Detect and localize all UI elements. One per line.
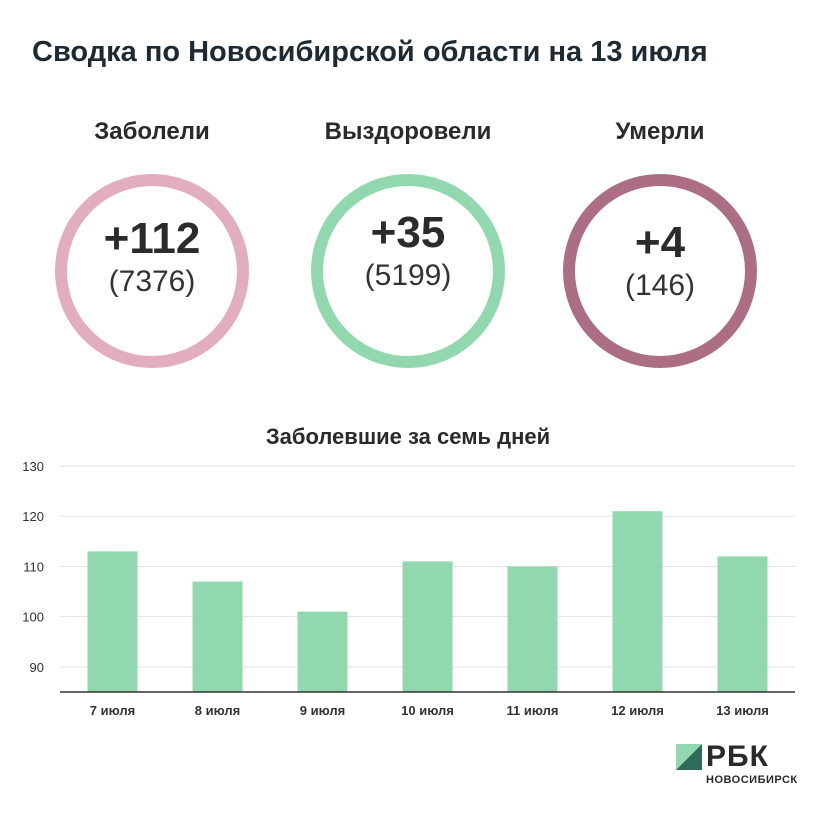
stat-label: Выздоровели xyxy=(324,118,492,145)
page-title: Сводка по Новосибирской области на 13 ию… xyxy=(32,36,708,68)
stat-deaths: Умерли +4 (146) xyxy=(530,118,790,368)
ring-deaths: +4 (146) xyxy=(563,174,757,368)
bar xyxy=(297,611,348,692)
brand-name: РБК xyxy=(706,740,769,773)
bar xyxy=(717,556,768,692)
ring-infected: +112 (7376) xyxy=(55,174,249,368)
brand-city: НОВОСИБИРСК xyxy=(706,774,798,786)
stat-total-value: (146) xyxy=(624,269,696,302)
bar xyxy=(87,551,138,692)
bar xyxy=(402,561,453,692)
stat-daily-value: +112 xyxy=(103,214,201,263)
x-tick-label: 11 июля xyxy=(507,703,559,718)
bar xyxy=(507,566,558,692)
stat-daily-value: +35 xyxy=(370,208,446,257)
x-tick-label: 13 июля xyxy=(716,703,769,718)
stat-total-value: (7376) xyxy=(108,265,196,298)
stat-label: Заболели xyxy=(94,118,210,145)
stat-total-value: (5199) xyxy=(364,259,452,292)
y-tick-label: 100 xyxy=(22,610,44,625)
x-tick-label: 8 июля xyxy=(195,703,240,718)
y-tick-label: 110 xyxy=(23,559,44,574)
stat-daily-value: +4 xyxy=(634,218,686,267)
x-tick-label: 10 июля xyxy=(401,703,454,718)
stat-recovered: Выздоровели +35 (5199) xyxy=(278,118,538,368)
bar-chart: 90 100 110 120 130 7 июля 8 июля 9 июля 10 июля 1… xyxy=(22,459,795,718)
stat-infected: Заболели +112 (7376) xyxy=(22,118,282,368)
x-tick-label: 9 июля xyxy=(300,703,345,718)
chart-title: Заболевшие за семь дней xyxy=(265,424,551,449)
rbc-logo-icon xyxy=(676,744,702,770)
y-tick-label: 120 xyxy=(22,509,44,524)
ring-recovered: +35 (5199) xyxy=(311,174,505,368)
stat-label: Умерли xyxy=(615,118,705,145)
y-tick-label: 130 xyxy=(22,459,44,474)
bar xyxy=(612,511,663,692)
x-tick-label: 7 июля xyxy=(90,703,135,718)
y-tick-label: 90 xyxy=(30,660,44,675)
x-tick-label: 12 июля xyxy=(611,703,664,718)
bar xyxy=(192,581,243,692)
brand-logo: РБК НОВОСИБИРСК xyxy=(676,740,812,790)
